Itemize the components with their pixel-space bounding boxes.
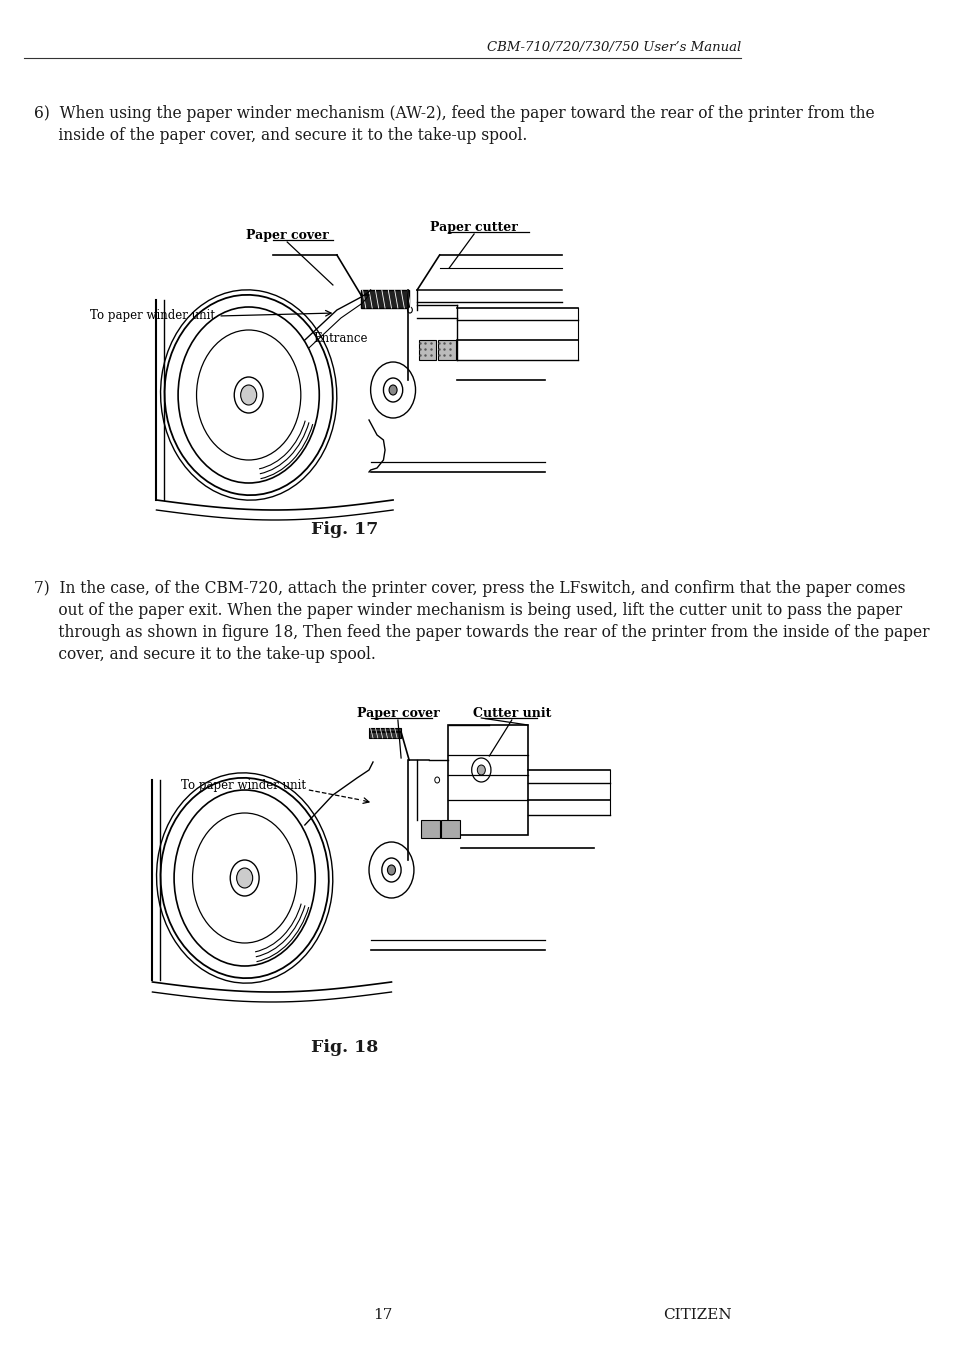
Bar [360, 290, 409, 308]
Text: Paper cutter: Paper cutter [430, 222, 517, 234]
Circle shape [173, 790, 314, 966]
Text: inside of the paper cover, and secure it to the take-up spool.: inside of the paper cover, and secure it… [33, 127, 526, 145]
Text: CITIZEN: CITIZEN [662, 1308, 731, 1323]
Text: out of the paper exit. When the paper winder mechanism is being used, lift the c: out of the paper exit. When the paper wi… [33, 603, 901, 619]
Circle shape [370, 362, 416, 417]
Text: Entrance: Entrance [314, 332, 368, 345]
Circle shape [407, 307, 412, 313]
Circle shape [476, 765, 485, 775]
Circle shape [387, 865, 395, 875]
Circle shape [196, 330, 300, 459]
Text: To paper winder unit: To paper winder unit [90, 309, 214, 323]
Text: Fig. 18: Fig. 18 [311, 1039, 378, 1056]
Text: To paper winder unit: To paper winder unit [181, 780, 306, 793]
Circle shape [369, 842, 414, 898]
Text: Cutter unit: Cutter unit [472, 707, 551, 720]
Text: Paper cover: Paper cover [246, 230, 328, 242]
Circle shape [389, 385, 396, 394]
Text: cover, and secure it to the take-up spool.: cover, and secure it to the take-up spoo… [33, 646, 375, 663]
Circle shape [240, 385, 256, 405]
Ellipse shape [160, 778, 329, 978]
Text: through as shown in figure 18, Then feed the paper towards the rear of the print: through as shown in figure 18, Then feed… [33, 624, 928, 640]
Text: Paper cover: Paper cover [356, 707, 438, 720]
Circle shape [178, 307, 319, 484]
Text: 17: 17 [373, 1308, 392, 1323]
Text: CBM-710/720/730/750 User’s Manual: CBM-710/720/730/750 User’s Manual [486, 42, 740, 54]
Circle shape [435, 777, 439, 784]
Bar [418, 340, 436, 359]
Bar [437, 340, 456, 359]
Bar [420, 820, 439, 838]
Circle shape [230, 861, 259, 896]
Ellipse shape [165, 295, 333, 496]
Text: 7)  In the case, of the CBM-720, attach the printer cover, press the LFswitch, a: 7) In the case, of the CBM-720, attach t… [33, 580, 904, 597]
Bar [447, 725, 527, 835]
Text: Fig. 17: Fig. 17 [311, 521, 378, 539]
Bar [369, 728, 400, 738]
Circle shape [193, 813, 296, 943]
Circle shape [236, 867, 253, 888]
Circle shape [234, 377, 263, 413]
Circle shape [381, 858, 400, 882]
Text: 6)  When using the paper winder mechanism (AW-2), feed the paper toward the rear: 6) When using the paper winder mechanism… [33, 105, 873, 122]
Circle shape [383, 378, 402, 403]
Bar [440, 820, 459, 838]
Circle shape [471, 758, 491, 782]
